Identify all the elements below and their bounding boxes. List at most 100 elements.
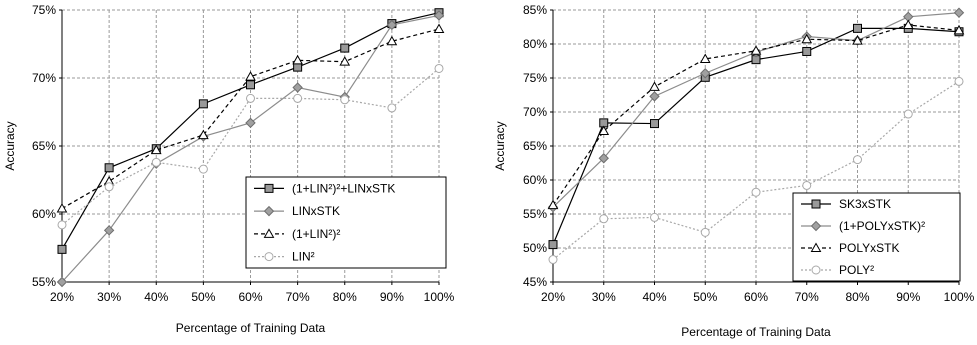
legend-label: (1+POLYxSTK)²: [839, 219, 925, 233]
x-tick-label: 20%: [50, 290, 74, 304]
data-point: [751, 187, 761, 197]
data-point: [56, 276, 68, 288]
data-point: [548, 255, 558, 265]
y-tick-label: 65%: [523, 139, 547, 153]
data-point: [56, 203, 68, 213]
legend-marker: [264, 183, 274, 193]
data-point: [433, 10, 445, 21]
series-line: [61, 28, 440, 210]
data-point: [599, 214, 609, 224]
data-point: [104, 163, 114, 173]
data-point: [650, 212, 659, 222]
data-point: [801, 33, 813, 44]
data-point: [150, 144, 162, 155]
x-tick-label: 90%: [380, 290, 404, 304]
data-point: [750, 45, 762, 55]
x-tick-label: 70%: [795, 290, 819, 304]
legend-marker: [810, 220, 822, 232]
legend-marker: [263, 228, 275, 238]
x-tick-label: 30%: [97, 290, 121, 304]
y-tick-label: 55%: [32, 275, 56, 289]
data-point: [57, 244, 67, 254]
data-point: [649, 91, 660, 102]
legend-marker: [811, 199, 821, 209]
data-point: [953, 24, 965, 35]
x-tick-label: 100%: [424, 290, 455, 304]
legend-marker: [263, 205, 275, 217]
data-point: [547, 199, 559, 210]
data-point: [246, 80, 255, 90]
y-tick-label: 80%: [523, 37, 547, 51]
legend-box: [245, 176, 447, 269]
series-4: [57, 63, 444, 230]
y-tick-label: 55%: [523, 207, 547, 221]
data-point: [151, 157, 161, 167]
data-point: [340, 95, 350, 105]
data-point: [292, 82, 303, 93]
series-3: [56, 23, 445, 213]
data-point: [245, 117, 256, 129]
y-axis-label: Accuracy: [3, 121, 17, 170]
data-point: [853, 155, 862, 165]
chart-1: 55% 60% 65% 70% 75% 20% 30% 40% 50% 60% 70% 80% 90% 1…: [3, 3, 455, 335]
data-point: [650, 119, 659, 129]
data-point: [339, 56, 351, 66]
data-point: [293, 93, 303, 103]
legend: (1+LIN²)²+LINxSTK LINxSTK (1+LIN²)² LIN²: [245, 176, 447, 269]
data-point: [386, 19, 398, 31]
legend-label: (1+LIN²)²: [292, 227, 340, 241]
y-tick-label: 70%: [32, 71, 56, 85]
x-tick-label: 80%: [333, 290, 357, 304]
data-point: [852, 35, 863, 45]
x-tick-label: 90%: [896, 290, 920, 304]
legend-label: POLY²: [839, 263, 874, 277]
data-point: [853, 23, 862, 33]
data-point: [198, 99, 208, 109]
x-tick-label: 60%: [744, 290, 768, 304]
data-point: [387, 103, 397, 113]
legend-label: SK3xSTK: [839, 197, 891, 211]
data-point: [649, 81, 660, 91]
legend-label: POLYxSTK: [839, 241, 899, 255]
legend-label: (1+LIN²)²+LINxSTK: [292, 181, 395, 195]
legend-label: LINxSTK: [292, 204, 340, 218]
legend-marker: [264, 252, 274, 262]
data-point: [548, 240, 558, 250]
legend-marker: [810, 242, 822, 252]
y-tick-label: 45%: [523, 275, 547, 289]
y-axis-label: Accuracy: [493, 121, 507, 170]
x-tick-label: 50%: [693, 290, 717, 304]
x-axis-label: Percentage of Training Data: [176, 321, 326, 335]
x-tick-label: 60%: [238, 290, 262, 304]
data-point: [953, 7, 965, 18]
data-point: [802, 180, 812, 190]
y-tick-label: 75%: [523, 71, 547, 85]
data-point: [598, 153, 609, 164]
x-tick-label: 70%: [286, 290, 310, 304]
data-point: [340, 43, 350, 53]
data-point: [699, 53, 711, 63]
y-tick-label: 70%: [523, 105, 547, 119]
x-tick-label: 20%: [541, 290, 565, 304]
data-point: [104, 182, 114, 192]
series-line: [61, 68, 440, 226]
data-point: [57, 220, 67, 230]
data-point: [198, 164, 208, 174]
data-point: [902, 19, 914, 29]
data-point: [245, 71, 256, 81]
x-tick-label: 50%: [191, 290, 215, 304]
data-point: [700, 227, 710, 237]
legend-label: LIN²: [292, 250, 315, 264]
legend: SK3xSTK (1+POLYxSTK)² POLYxSTK POLY²: [792, 192, 961, 282]
y-tick-label: 50%: [523, 241, 547, 255]
x-tick-label: 40%: [144, 290, 168, 304]
data-point: [198, 129, 209, 140]
data-point: [700, 68, 711, 79]
series-3: [547, 19, 965, 210]
data-point: [598, 125, 610, 136]
chart-2: 45% 50% 55% 60% 65% 70% 75% 80% 85% 20% 30% 40% 50% 6…: [493, 3, 975, 339]
legend-box: [792, 192, 961, 282]
x-tick-label: 80%: [845, 290, 869, 304]
data-point: [954, 76, 964, 86]
